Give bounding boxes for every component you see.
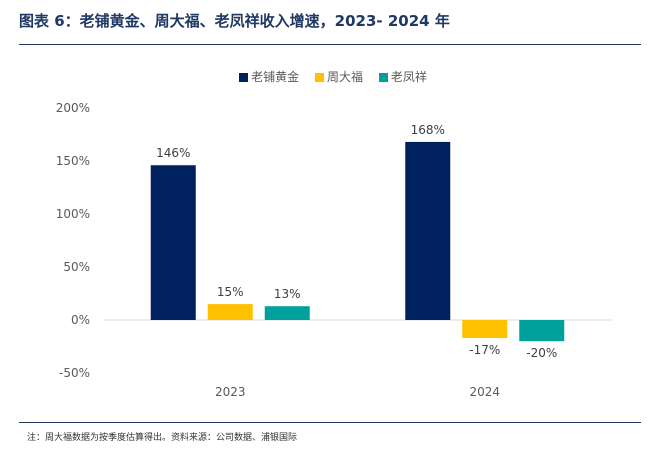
- bar: [207, 304, 253, 320]
- data-label: -17%: [469, 343, 500, 357]
- legend-label-laofengxiang: 老凤祥: [390, 70, 427, 84]
- data-label: -20%: [526, 346, 557, 360]
- data-label: 168%: [411, 123, 445, 137]
- y-tick-label: -50%: [59, 366, 90, 380]
- bar: [405, 141, 451, 320]
- legend-swatch-chowtaifook: [314, 73, 324, 82]
- source-note: 注：周大福数据为按季度估算得出。资料来源：公司数据、浦银国际: [27, 433, 298, 443]
- chart-header: 图表 6：老铺黄金、周大福、老凤祥收入增速，2023- 2024 年: [0, 0, 666, 46]
- y-tick-label: 100%: [56, 207, 90, 221]
- chart-legend: 老铺黄金 周大福 老凤祥: [0, 68, 666, 85]
- y-tick-label: 150%: [56, 154, 90, 168]
- y-tick-label: 200%: [56, 101, 90, 115]
- bar: [264, 306, 310, 320]
- bar: [150, 165, 196, 320]
- title-divider: [19, 44, 641, 45]
- data-label: 13%: [274, 287, 301, 301]
- bar: [519, 320, 565, 342]
- chart-title: 图表 6：老铺黄金、周大福、老凤祥收入增速，2023- 2024 年: [19, 12, 450, 30]
- y-tick-label: 0%: [71, 313, 90, 327]
- x-category-label: 2023: [215, 385, 246, 399]
- legend-label-laopu: 老铺黄金: [251, 70, 300, 84]
- legend-swatch-laopu: [239, 73, 249, 82]
- y-tick-label: 50%: [63, 260, 90, 274]
- data-label: 15%: [217, 285, 244, 299]
- legend-item-chowtaifook: 周大福: [314, 68, 363, 85]
- legend-item-laopu: 老铺黄金: [239, 68, 299, 85]
- legend-label-chowtaifook: 周大福: [326, 70, 363, 84]
- bar: [462, 320, 508, 339]
- x-category-label: 2024: [469, 385, 500, 399]
- legend-swatch-laofengxiang: [378, 73, 388, 82]
- footer-divider: [19, 422, 641, 423]
- data-label: 146%: [156, 146, 190, 160]
- legend-item-laofengxiang: 老凤祥: [378, 68, 427, 85]
